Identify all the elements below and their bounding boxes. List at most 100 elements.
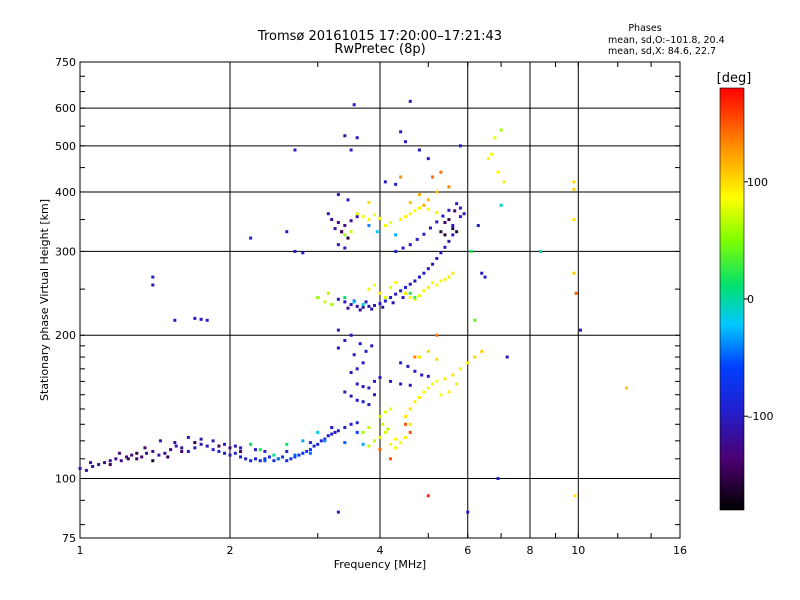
data-point — [180, 446, 184, 450]
data-point — [367, 444, 371, 448]
data-point — [486, 157, 490, 161]
data-point — [343, 338, 347, 342]
data-point — [316, 296, 320, 300]
data-point — [408, 212, 412, 216]
data-point — [355, 304, 359, 308]
data-point — [426, 157, 430, 161]
data-point — [276, 457, 280, 461]
data-point — [426, 267, 430, 271]
data-point — [399, 218, 403, 222]
data-point — [431, 281, 435, 285]
x-tick-label: 6 — [464, 544, 471, 557]
data-point — [394, 446, 398, 450]
data-point — [330, 425, 334, 429]
data-point — [108, 463, 112, 467]
data-point — [473, 355, 477, 359]
data-point — [355, 382, 359, 386]
y-axis-label: Stationary phase Virtual Height [km] — [38, 199, 51, 401]
colorbar — [719, 87, 745, 511]
data-point — [435, 333, 439, 337]
data-point — [574, 291, 578, 295]
data-point — [383, 430, 387, 434]
data-point — [378, 376, 382, 380]
data-point — [476, 224, 480, 228]
data-point — [381, 422, 385, 426]
data-point — [435, 211, 439, 215]
data-point — [378, 414, 382, 418]
data-point — [415, 237, 419, 241]
data-point — [573, 494, 577, 498]
data-point — [367, 386, 371, 390]
data-point — [572, 187, 576, 191]
data-point — [355, 430, 359, 434]
data-point — [389, 457, 393, 461]
data-point — [367, 425, 371, 429]
data-point — [370, 344, 374, 348]
data-point — [378, 216, 382, 220]
data-point — [399, 382, 403, 386]
data-point — [399, 175, 403, 179]
data-point — [443, 221, 447, 225]
data-point — [417, 148, 421, 152]
data-point — [323, 439, 327, 443]
data-point — [333, 430, 337, 434]
data-point — [447, 208, 451, 212]
data-point — [435, 256, 439, 260]
y-tick-label: 750 — [55, 56, 76, 69]
chart-title: Tromsø 20161015 17:20:00–17:21:43 — [257, 29, 502, 44]
data-point — [417, 355, 421, 359]
data-point — [373, 379, 377, 383]
data-point — [578, 328, 582, 332]
data-point — [480, 271, 484, 275]
data-point — [349, 371, 353, 375]
data-point — [413, 297, 417, 301]
data-point — [293, 455, 297, 459]
data-point — [249, 459, 253, 463]
data-point — [205, 444, 209, 448]
data-point — [364, 300, 368, 304]
data-point — [249, 236, 253, 240]
data-point — [239, 446, 243, 450]
data-point — [343, 425, 347, 429]
data-point — [408, 99, 412, 103]
y-tick-label: 600 — [55, 102, 76, 115]
data-point — [389, 379, 393, 383]
phases-mean-o: mean, sd,O:–101.8, 20.4 — [608, 35, 725, 46]
data-point — [426, 494, 430, 498]
data-point — [301, 251, 305, 255]
data-point — [193, 316, 197, 320]
data-point — [458, 215, 462, 219]
data-point — [343, 300, 347, 304]
data-point — [426, 285, 430, 289]
y-ticks: 75 100 200 300 400 500 600 750 — [55, 56, 680, 545]
data-point — [431, 175, 435, 179]
data-point — [439, 170, 443, 174]
data-point — [453, 209, 457, 213]
data-point — [373, 393, 377, 397]
data-point — [373, 439, 377, 443]
data-point — [151, 283, 155, 287]
data-point — [403, 422, 407, 426]
data-point — [355, 215, 359, 219]
data-point — [119, 459, 123, 463]
x-tick-label: 8 — [527, 544, 534, 557]
data-point — [285, 230, 289, 234]
data-point — [439, 279, 443, 283]
data-point — [108, 459, 112, 463]
data-point — [285, 459, 289, 463]
data-point — [326, 291, 330, 295]
data-point — [469, 249, 473, 253]
data-point — [403, 291, 407, 295]
data-point — [473, 318, 477, 322]
data-point — [483, 275, 487, 279]
data-point — [293, 148, 297, 152]
data-point — [343, 134, 347, 138]
data-point — [401, 296, 405, 300]
data-point — [333, 227, 337, 231]
data-point — [330, 218, 334, 222]
data-point — [499, 203, 503, 207]
data-point — [451, 227, 455, 231]
data-point — [389, 407, 393, 411]
data-point — [297, 453, 301, 457]
